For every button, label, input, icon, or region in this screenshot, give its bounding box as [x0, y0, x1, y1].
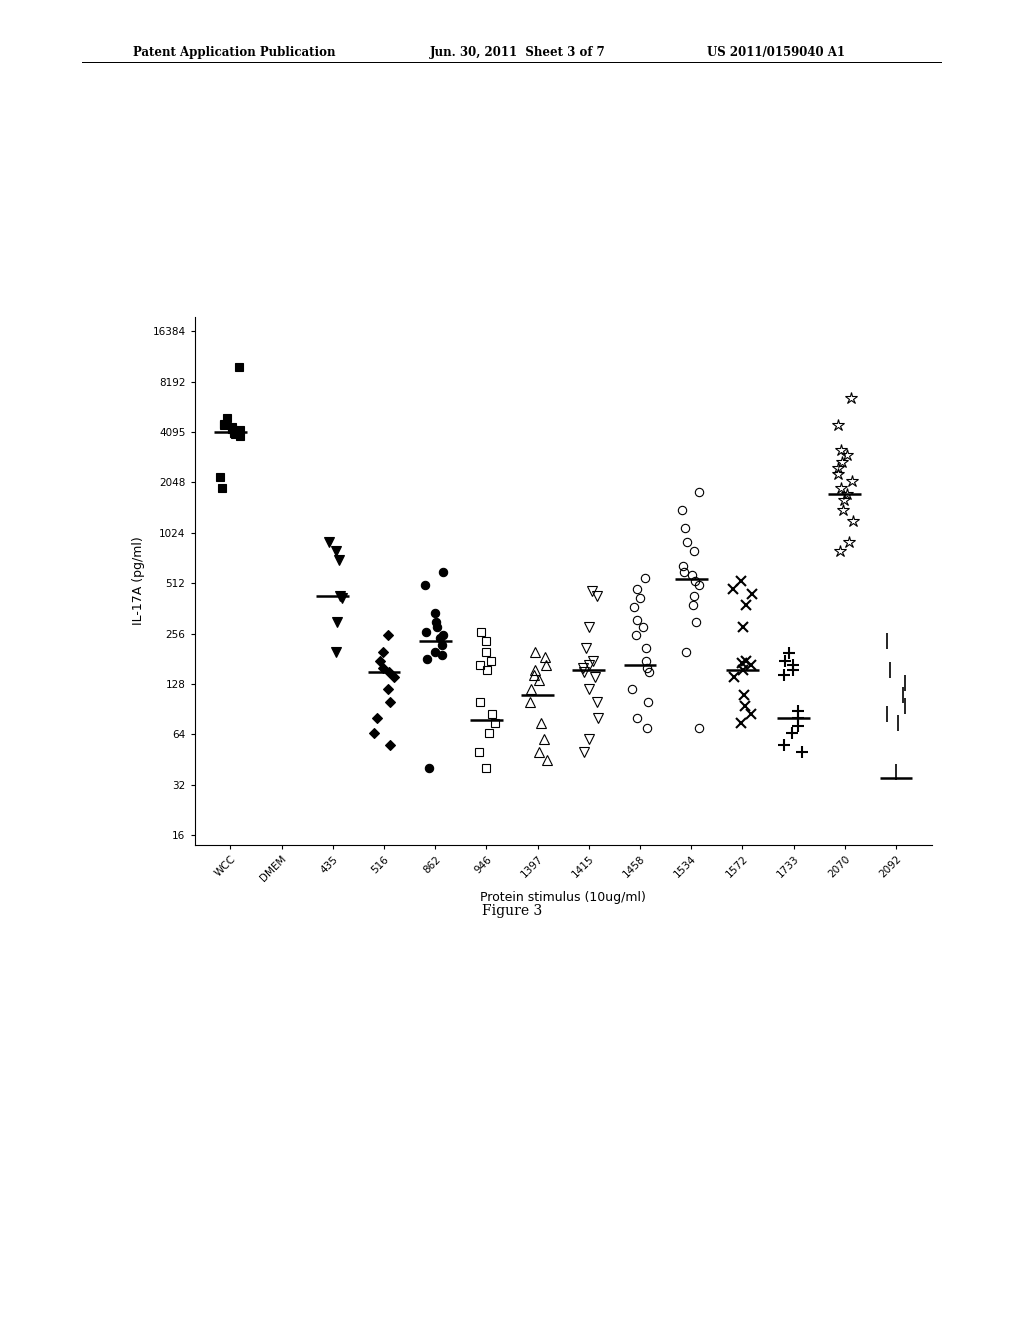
Text: US 2011/0159040 A1: US 2011/0159040 A1	[707, 46, 845, 59]
Text: Patent Application Publication: Patent Application Publication	[133, 46, 336, 59]
Text: Figure 3: Figure 3	[482, 904, 542, 919]
Y-axis label: IL-17A (pg/ml): IL-17A (pg/ml)	[132, 536, 145, 626]
Text: Jun. 30, 2011  Sheet 3 of 7: Jun. 30, 2011 Sheet 3 of 7	[430, 46, 606, 59]
X-axis label: Protein stimulus (10ug/ml): Protein stimulus (10ug/ml)	[480, 891, 646, 904]
